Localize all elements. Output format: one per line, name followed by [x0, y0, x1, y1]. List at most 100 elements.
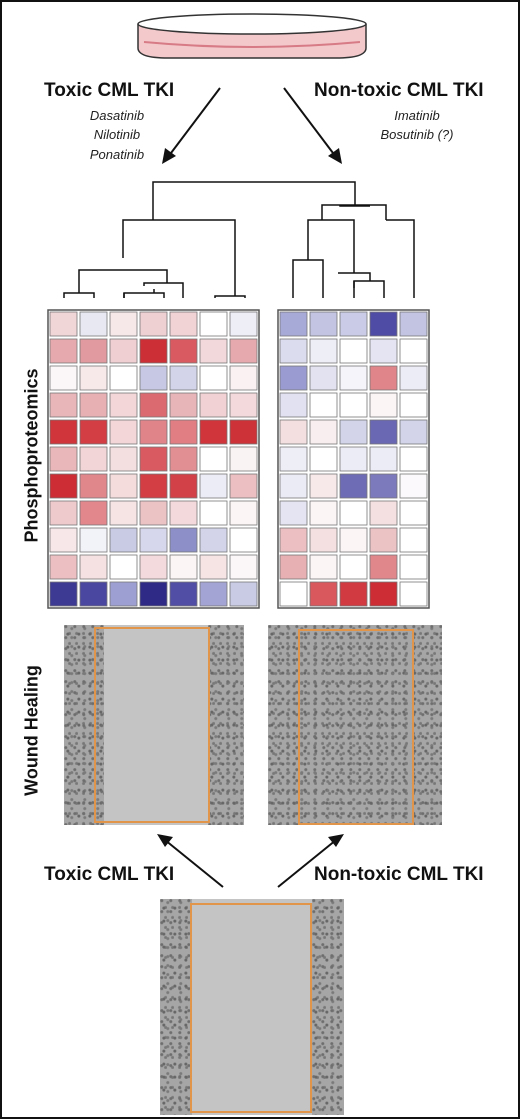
heatmap-cell	[229, 365, 258, 391]
heatmap-cell	[169, 365, 198, 391]
heatmap-cell	[309, 419, 338, 445]
heatmap-nontoxic	[277, 309, 430, 609]
heatmap-cell	[199, 365, 228, 391]
heatmap-cell	[49, 338, 78, 364]
wound-region-box	[298, 629, 414, 825]
heatmap-cell	[369, 392, 398, 418]
heatmap-cell	[79, 446, 108, 472]
heatmap-cell	[79, 473, 108, 499]
heatmap-cell	[169, 581, 198, 607]
heatmap-cell	[79, 392, 108, 418]
heatmap-cell	[339, 500, 368, 526]
heatmap-cell	[109, 581, 138, 607]
top-right-title: Non-toxic CML TKI	[314, 80, 484, 101]
arrow-to-toxic	[162, 87, 221, 164]
heatmap-cell	[369, 581, 398, 607]
heatmap-cell	[229, 392, 258, 418]
heatmap-cell	[369, 419, 398, 445]
heatmap-cell	[229, 338, 258, 364]
heatmap-cell	[399, 311, 428, 337]
heatmap-cell	[369, 554, 398, 580]
wound-region-box	[94, 627, 210, 823]
heatmap-cell	[279, 500, 308, 526]
heatmap-cell	[49, 419, 78, 445]
heatmap-cell	[199, 554, 228, 580]
heatmap-cell	[399, 365, 428, 391]
heatmap-cell	[309, 446, 338, 472]
heatmap-cell	[49, 581, 78, 607]
heatmap-cell	[279, 419, 308, 445]
heatmap-cell	[79, 419, 108, 445]
heatmap-cell	[309, 581, 338, 607]
top-left-title: Toxic CML TKI	[44, 80, 175, 101]
heatmap-cell	[199, 338, 228, 364]
heatmap-cell	[169, 419, 198, 445]
heatmap-cell	[49, 500, 78, 526]
heatmap-cell	[79, 527, 108, 553]
heatmap-cell	[79, 581, 108, 607]
heatmap-cell	[139, 581, 168, 607]
heatmap-cell	[229, 554, 258, 580]
heatmap-cell	[169, 392, 198, 418]
heatmap-cell	[369, 365, 398, 391]
heatmap-cell	[369, 527, 398, 553]
heatmap-cell	[309, 527, 338, 553]
heatmap-cell	[109, 554, 138, 580]
heatmap-cell	[399, 473, 428, 499]
heatmap-cell	[109, 392, 138, 418]
heatmap-cell	[199, 419, 228, 445]
heatmap-cell	[309, 392, 338, 418]
wound-image-initial	[160, 899, 344, 1115]
heatmap-cell	[109, 365, 138, 391]
arrow-to-nontoxic	[283, 87, 342, 164]
heatmap-cell	[309, 554, 338, 580]
heatmap-cell	[49, 311, 78, 337]
heatmap-cell	[229, 527, 258, 553]
heatmap-cell	[79, 500, 108, 526]
heatmap-cell	[139, 446, 168, 472]
heatmap-cell	[339, 338, 368, 364]
heatmap-cell	[339, 419, 368, 445]
heatmap-cell	[339, 311, 368, 337]
heatmap-cell	[139, 338, 168, 364]
heatmap-cell	[199, 581, 228, 607]
heatmap-cell	[139, 392, 168, 418]
heatmap-cell	[229, 311, 258, 337]
heatmap-cell	[399, 419, 428, 445]
heatmap-cell	[229, 473, 258, 499]
heatmap-cell	[199, 392, 228, 418]
heatmap-cell	[309, 473, 338, 499]
heatmap-cell	[169, 473, 198, 499]
heatmap-cell	[139, 500, 168, 526]
heatmap-cell	[279, 392, 308, 418]
heatmap-cell	[279, 473, 308, 499]
heatmap-cell	[339, 365, 368, 391]
drug-bosutinib: Bosutinib (?)	[380, 127, 454, 142]
heatmap-cell	[399, 338, 428, 364]
drug-ponatinib: Ponatinib	[89, 147, 145, 162]
wound-region-box	[190, 903, 312, 1113]
heatmap-cell	[369, 446, 398, 472]
wound-image-nontoxic	[268, 625, 442, 825]
heatmap-cell	[199, 500, 228, 526]
heatmap-cell	[229, 446, 258, 472]
heatmap-cell	[279, 446, 308, 472]
heatmap-cell	[279, 581, 308, 607]
heatmap-cell	[279, 338, 308, 364]
heatmap-cell	[199, 446, 228, 472]
petri-dish-icon	[137, 13, 367, 59]
heatmap-cell	[139, 473, 168, 499]
heatmap-cell	[49, 365, 78, 391]
heatmap-cell	[309, 500, 338, 526]
drug-dasatinib: Dasatinib	[89, 108, 145, 123]
heatmap-cell	[399, 581, 428, 607]
heatmap-cell	[49, 527, 78, 553]
bottom-right-title: Non-toxic CML TKI	[314, 864, 484, 885]
heatmap-cell	[369, 500, 398, 526]
heatmap-cell	[339, 581, 368, 607]
heatmap-cell	[139, 554, 168, 580]
heatmap-cell	[79, 365, 108, 391]
heatmap-cell	[139, 527, 168, 553]
heatmap-cell	[339, 392, 368, 418]
heatmap-cell	[169, 527, 198, 553]
